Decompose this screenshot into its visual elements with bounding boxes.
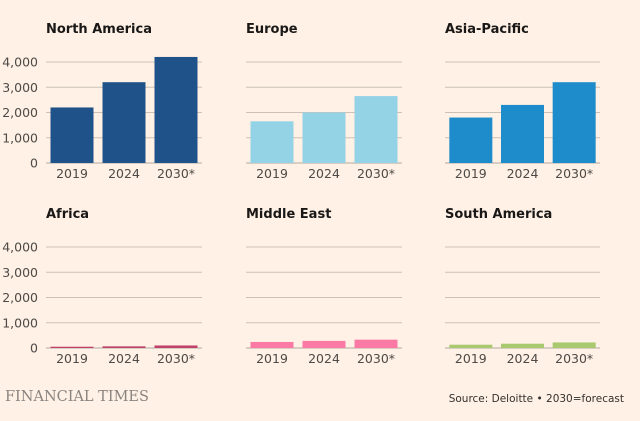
panel-asia-pacific: Asia-Pacific 2019 2024 2030* <box>445 22 640 202</box>
bar-2019 <box>250 121 294 163</box>
bar-chart: 2019 2024 2030* <box>445 246 600 366</box>
x-tick-label: 2024 <box>507 351 539 366</box>
ft-logo: FINANCIAL TIMES <box>5 389 149 405</box>
bar-2030 <box>552 82 596 163</box>
y-tick-label: 3,000 <box>2 265 38 280</box>
x-tick-label: 2019 <box>256 166 288 181</box>
panel-title: Africa <box>46 207 90 222</box>
x-tick-label: 2030* <box>357 351 395 366</box>
bar-2019 <box>50 107 94 163</box>
y-tick-label: 2,000 <box>2 105 38 120</box>
panel-africa: Africa 0 1,000 2,000 3,000 4,000 2019 2024 2030… <box>2 207 246 387</box>
y-tick-label: 0 <box>30 156 38 171</box>
x-tick-label: 2019 <box>56 351 88 366</box>
bar-chart: 0 1,000 2,000 3,000 4,000 2019 2024 2030* <box>2 55 202 181</box>
panel-title: Europe <box>246 22 298 37</box>
panel-north-america: North America 0 1,000 2,000 3,000 4,000 2019 2… <box>2 22 246 202</box>
bar-2024 <box>302 112 346 163</box>
x-tick-label: 2024 <box>308 166 340 181</box>
y-tick-label: 0 <box>30 341 38 356</box>
x-tick-label: 2019 <box>455 166 487 181</box>
x-tick-label: 2019 <box>455 351 487 366</box>
x-tick-label: 2030* <box>555 351 593 366</box>
panel-south-america: South America 2019 2024 2030* <box>445 207 640 387</box>
x-tick-label: 2030* <box>157 351 195 366</box>
y-tick-label: 2,000 <box>2 290 38 305</box>
bar-2019 <box>449 117 493 163</box>
bar-2024 <box>501 104 544 163</box>
x-tick-label: 2019 <box>56 166 88 181</box>
x-tick-label: 2030* <box>357 166 395 181</box>
x-tick-label: 2030* <box>157 166 195 181</box>
bar-2030 <box>552 342 596 348</box>
y-tick-label: 1,000 <box>2 315 38 330</box>
y-tick-label: 3,000 <box>2 80 38 95</box>
bar-2024 <box>102 82 146 163</box>
x-tick-label: 2024 <box>108 351 140 366</box>
bar-2019 <box>50 346 94 348</box>
bar-2024 <box>501 343 544 348</box>
panel-middle-east: Middle East 2019 2024 2030* <box>246 207 446 387</box>
bar-2024 <box>302 340 346 348</box>
x-tick-label: 2024 <box>108 166 140 181</box>
y-tick-label: 4,000 <box>2 55 38 70</box>
x-tick-label: 2019 <box>256 351 288 366</box>
bar-2030 <box>154 345 198 348</box>
bar-2019 <box>449 344 493 348</box>
bar-2030 <box>354 339 398 348</box>
bar-chart: 0 1,000 2,000 3,000 4,000 2019 2024 2030* <box>2 240 202 366</box>
bar-2024 <box>102 346 146 348</box>
panel-title: South America <box>445 207 553 222</box>
panel-title: Middle East <box>246 207 332 222</box>
x-tick-label: 2024 <box>308 351 340 366</box>
x-tick-label: 2024 <box>507 166 539 181</box>
bar-chart: 2019 2024 2030* <box>445 61 600 181</box>
bar-chart: 2019 2024 2030* <box>246 61 402 181</box>
panel-title: North America <box>46 22 152 37</box>
y-tick-label: 1,000 <box>2 130 38 145</box>
bar-2030 <box>354 96 398 163</box>
x-tick-label: 2030* <box>555 166 593 181</box>
panel-title: Asia-Pacific <box>445 22 529 37</box>
y-tick-label: 4,000 <box>2 240 38 255</box>
source-note: Source: Deloitte • 2030=forecast <box>448 393 624 405</box>
bar-chart: 2019 2024 2030* <box>246 246 402 366</box>
panel-europe: Europe 2019 2024 2030* <box>246 22 446 202</box>
bar-2030 <box>154 56 198 164</box>
bar-2019 <box>250 341 294 348</box>
